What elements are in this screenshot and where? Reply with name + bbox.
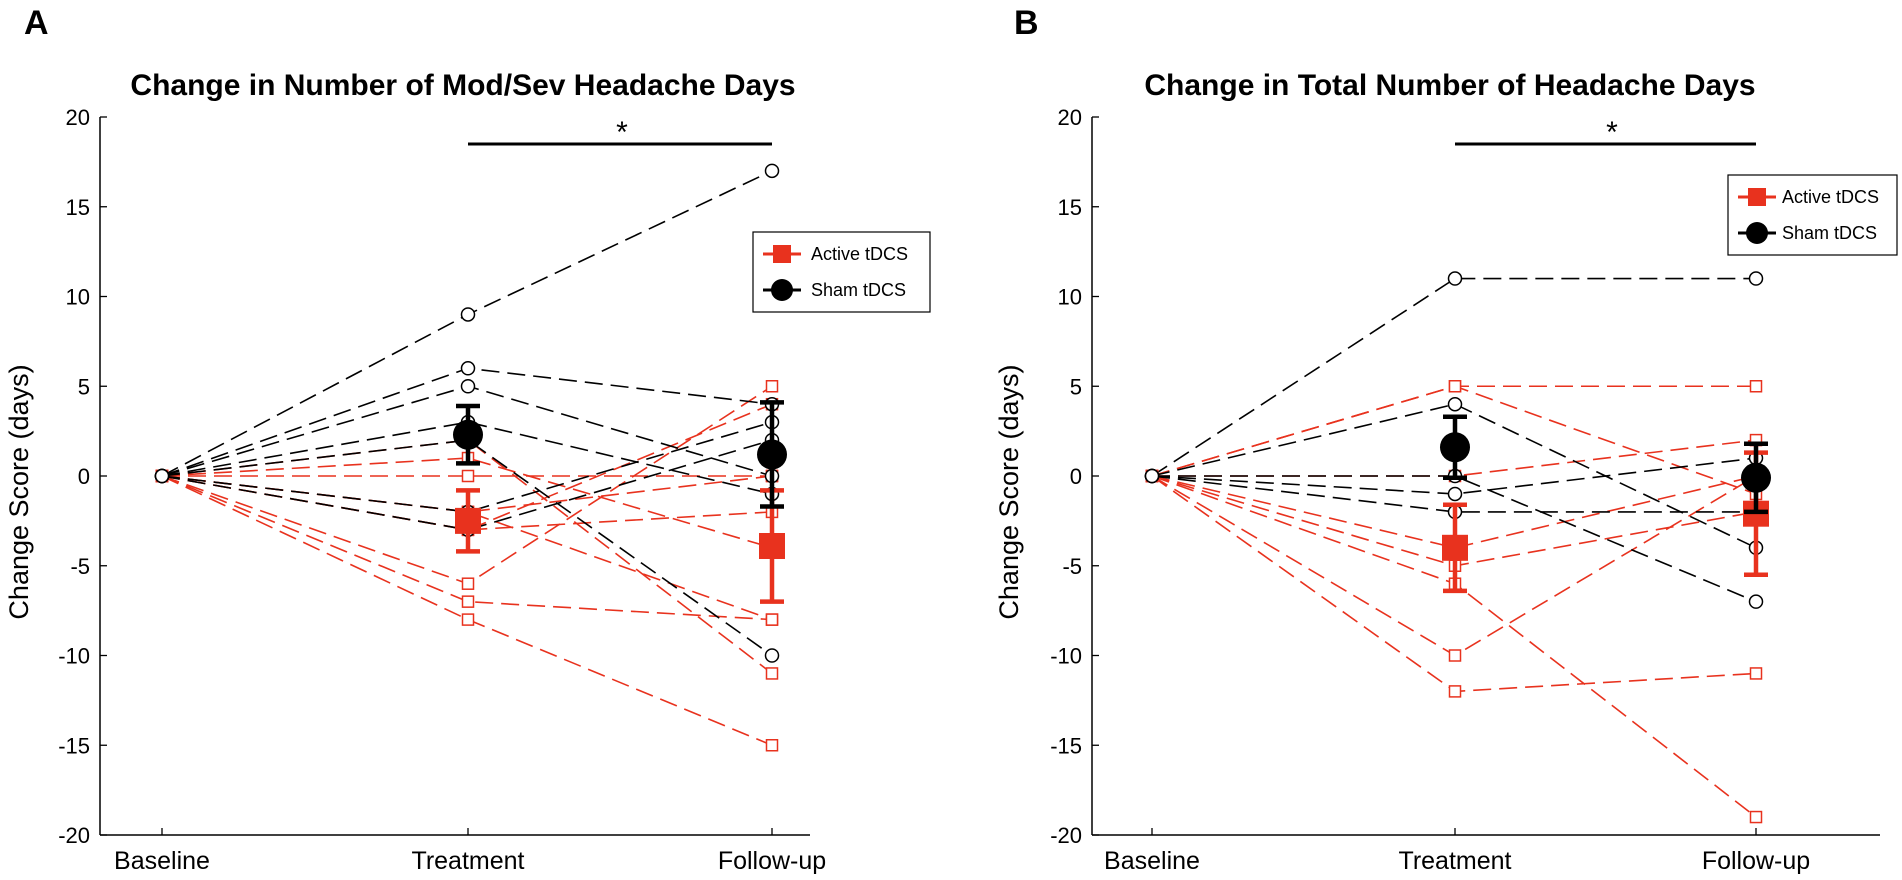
x-tick-label: Treatment bbox=[1398, 847, 1511, 875]
individual-series-line bbox=[1151, 475, 1756, 513]
legend-active-square-icon bbox=[773, 245, 791, 263]
active-data-point bbox=[765, 613, 779, 626]
sham-mean-marker bbox=[1741, 462, 1771, 493]
panel-a-significance-star: * bbox=[616, 116, 628, 149]
active-mean-marker bbox=[455, 507, 481, 534]
sham-mean-marker bbox=[453, 419, 483, 450]
y-tick-label: 15 bbox=[1058, 195, 1082, 220]
active-data-point bbox=[1749, 667, 1763, 680]
legend-sham-circle-icon bbox=[1746, 222, 1768, 244]
sham-data-point bbox=[460, 379, 476, 394]
active-mean-marker bbox=[1442, 534, 1468, 561]
y-tick-label: 0 bbox=[1070, 464, 1082, 489]
sham-data-point bbox=[1447, 396, 1463, 412]
panel-a-title: Change in Number of Mod/Sev Headache Day… bbox=[130, 69, 795, 102]
sham-data-point bbox=[1447, 271, 1463, 286]
y-tick-label: -20 bbox=[1050, 823, 1082, 848]
sham-data-point bbox=[764, 163, 780, 179]
individual-series-line bbox=[1151, 277, 1756, 477]
x-tick-label: Baseline bbox=[114, 847, 210, 875]
active-data-point bbox=[765, 739, 779, 752]
x-tick-label: Baseline bbox=[1104, 847, 1200, 875]
x-tick-label: Follow-up bbox=[1702, 847, 1810, 875]
panel-b-y-axis-label: Change Score (days) bbox=[994, 364, 1024, 619]
sham-data-point bbox=[1447, 486, 1463, 502]
y-tick-label: 10 bbox=[1058, 285, 1082, 310]
active-data-point bbox=[461, 595, 475, 608]
panel-b-legend: Active tDCS Sham tDCS bbox=[1727, 174, 1898, 256]
active-data-point bbox=[461, 469, 475, 483]
panel-b-letter: B bbox=[1014, 4, 1039, 42]
legend-sham-label: Sham tDCS bbox=[811, 280, 906, 300]
y-tick-label: 20 bbox=[1058, 105, 1082, 130]
active-data-point bbox=[461, 613, 475, 626]
individual-series-line bbox=[161, 475, 773, 621]
panel-b: B Change in Total Number of Headache Day… bbox=[994, 4, 1898, 875]
panel-a-y-axis-label: Change Score (days) bbox=[4, 364, 34, 619]
y-tick-label: 5 bbox=[1070, 374, 1082, 399]
y-tick-label: -10 bbox=[1050, 644, 1082, 669]
active-data-point bbox=[461, 577, 475, 590]
sham-data-point bbox=[764, 648, 780, 663]
sham-data-point bbox=[1748, 271, 1764, 286]
panel-a: A Change in Number of Mod/Sev Headache D… bbox=[4, 4, 931, 875]
y-tick-label: 20 bbox=[66, 105, 90, 130]
panel-b-title: Change in Total Number of Headache Days bbox=[1144, 69, 1755, 102]
individual-series-line bbox=[161, 439, 773, 675]
panel-a-axes: 20 15 10 5 0 -5 -10 -15 -20 Baseline Treatment Foll… bbox=[58, 105, 826, 875]
y-tick-label: -15 bbox=[58, 733, 90, 758]
sham-data-point bbox=[154, 468, 170, 484]
legend-active-label: Active tDCS bbox=[1782, 187, 1879, 207]
y-tick-label: -5 bbox=[70, 554, 90, 579]
y-tick-label: 5 bbox=[78, 374, 90, 399]
sham-data-point bbox=[1144, 468, 1160, 484]
panel-b-axes: 20 15 10 5 0 -5 -10 -15 -20 Baseline Treatment Foll… bbox=[1050, 105, 1880, 875]
panel-b-plot-area bbox=[1144, 271, 1771, 824]
active-mean-marker bbox=[759, 533, 785, 560]
sham-mean-marker bbox=[1440, 432, 1470, 463]
panel-b-significance-star: * bbox=[1606, 116, 1618, 149]
legend-active-label: Active tDCS bbox=[811, 244, 908, 264]
panel-a-legend: Active tDCS Sham tDCS bbox=[752, 231, 931, 313]
active-data-point bbox=[765, 667, 779, 680]
individual-series-line bbox=[161, 439, 773, 657]
y-tick-label: -10 bbox=[58, 644, 90, 669]
legend-active-square-icon bbox=[1748, 188, 1766, 206]
x-tick-label: Treatment bbox=[411, 847, 524, 875]
y-tick-label: 0 bbox=[78, 464, 90, 489]
active-data-point bbox=[1448, 380, 1462, 393]
y-tick-label: 10 bbox=[66, 285, 90, 310]
active-data-point bbox=[1448, 685, 1462, 698]
individual-series-line bbox=[1151, 403, 1757, 549]
sham-data-point bbox=[460, 361, 476, 376]
legend-sham-label: Sham tDCS bbox=[1782, 223, 1877, 243]
y-tick-label: -5 bbox=[1062, 554, 1082, 579]
sham-data-point bbox=[1748, 594, 1764, 609]
active-data-point bbox=[1749, 810, 1763, 824]
y-tick-label: -20 bbox=[58, 823, 90, 848]
y-tick-label: 15 bbox=[66, 195, 90, 220]
legend-sham-circle-icon bbox=[771, 279, 793, 301]
active-data-point bbox=[765, 380, 779, 393]
individual-series-line bbox=[161, 439, 773, 531]
y-tick-label: -15 bbox=[1050, 733, 1082, 758]
sham-data-point bbox=[460, 307, 476, 322]
panel-a-plot-area bbox=[154, 163, 787, 752]
active-data-point bbox=[1448, 649, 1462, 662]
panel-a-letter: A bbox=[24, 4, 49, 42]
active-data-point bbox=[1749, 380, 1763, 393]
x-tick-label: Follow-up bbox=[718, 847, 826, 875]
sham-mean-marker bbox=[757, 439, 787, 470]
